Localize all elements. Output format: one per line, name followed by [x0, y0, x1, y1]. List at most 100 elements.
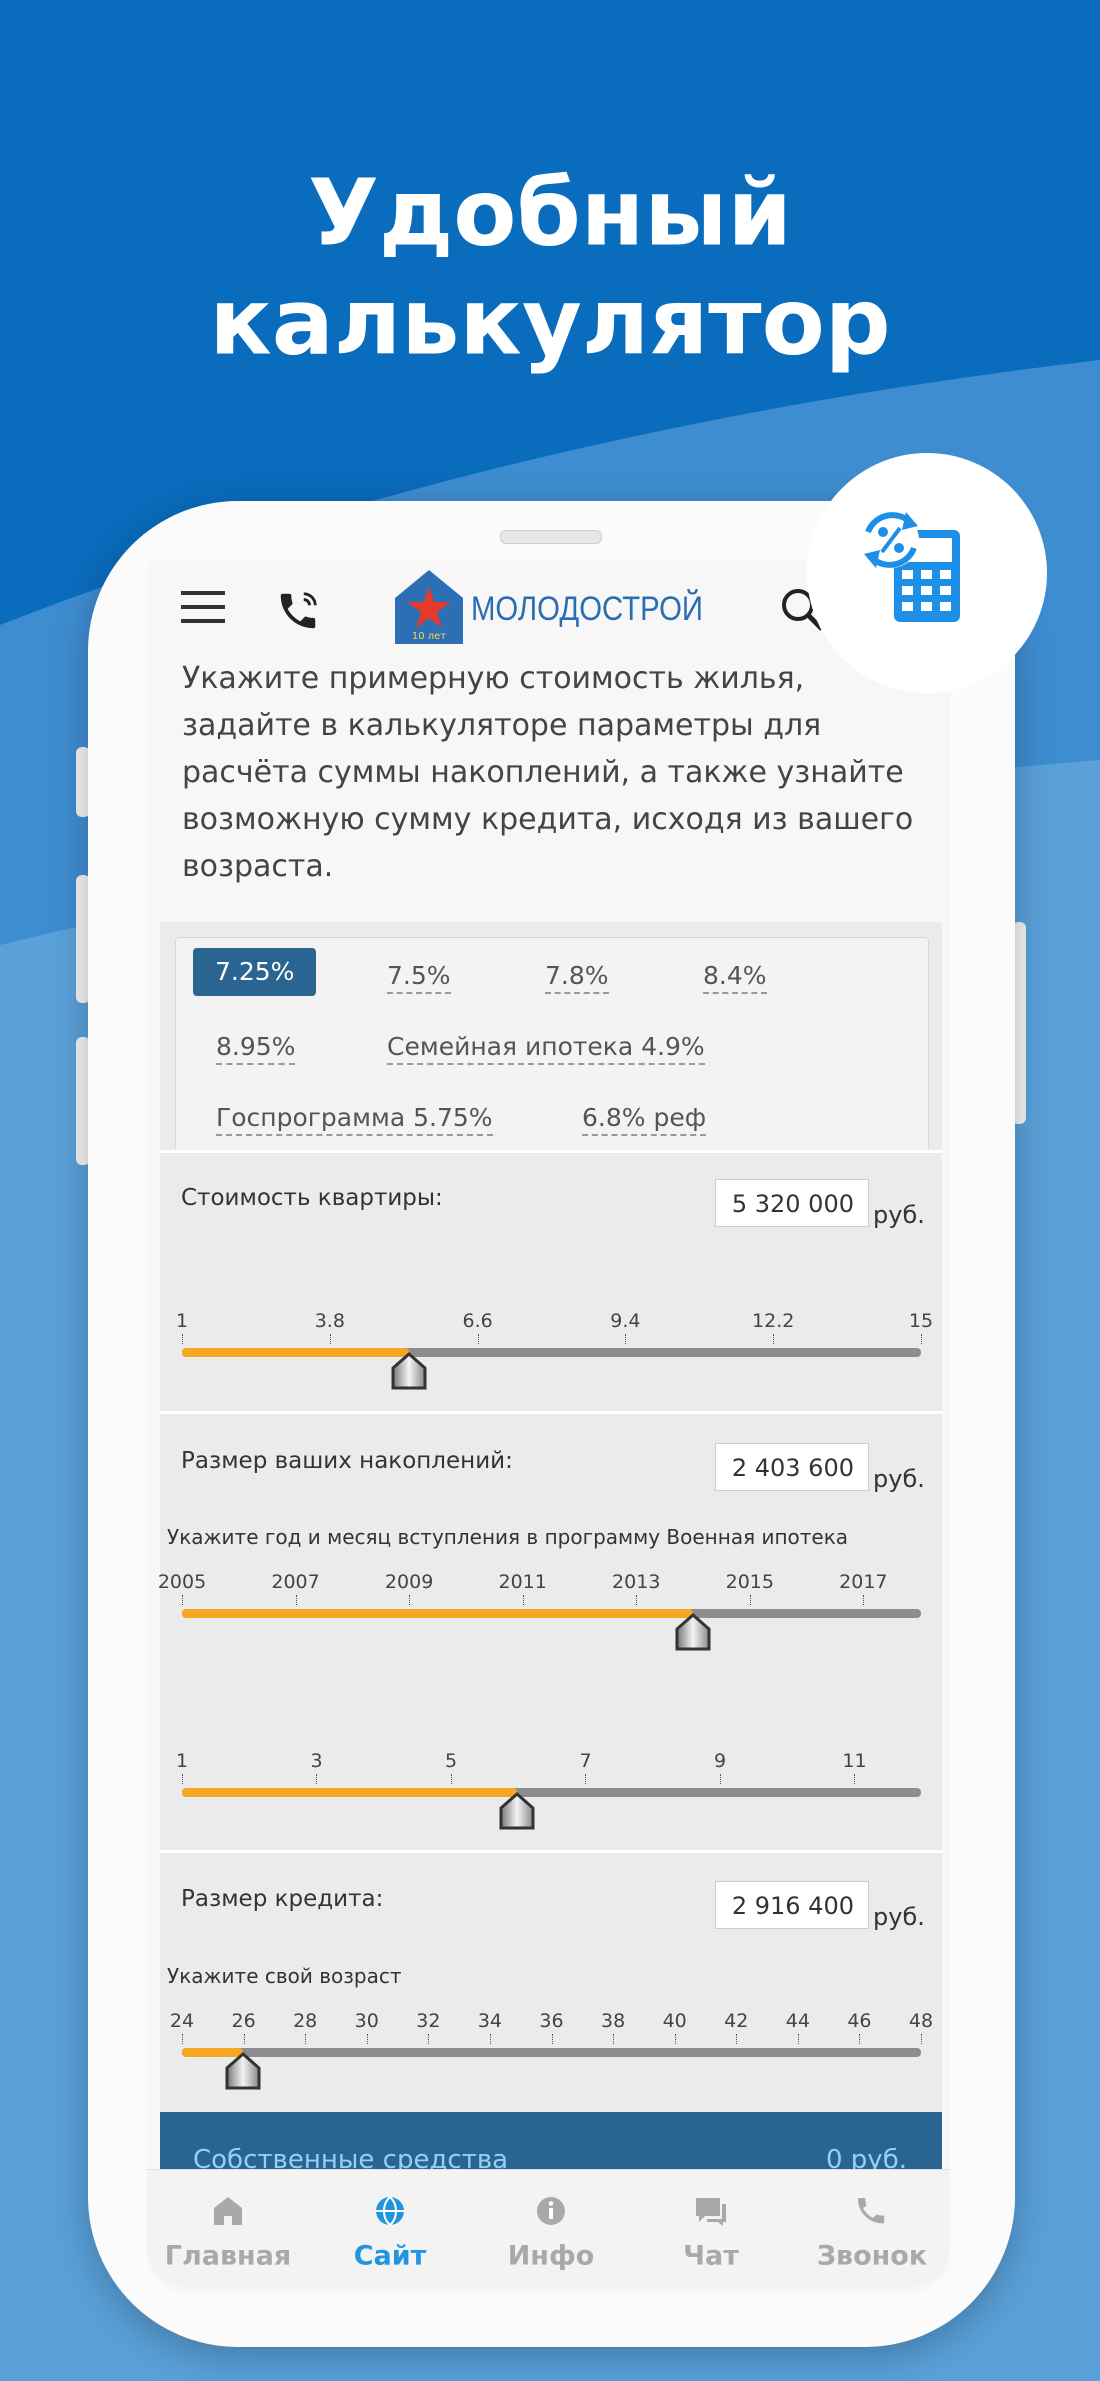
tick-label: 2011	[498, 1571, 547, 1593]
tick-label: 28	[293, 2010, 318, 2032]
tick-label: 24	[169, 2010, 195, 2032]
rate-option[interactable]: 8.4%	[703, 960, 767, 994]
rate-option[interactable]: 7.8%	[545, 960, 609, 994]
tick-label: 3.8	[314, 1310, 345, 1332]
slider-handle[interactable]	[391, 1352, 427, 1390]
tick-label: 40	[662, 2010, 687, 2032]
tick-label: 30	[354, 2010, 379, 2032]
unit-label: руб.	[873, 1201, 925, 1229]
tick-label: 15	[908, 1310, 934, 1332]
tick-label: 48	[908, 2010, 934, 2032]
divider	[160, 1850, 942, 1853]
slider-handle[interactable]	[675, 1613, 711, 1651]
tick-mark	[863, 1595, 865, 1605]
nav-icon[interactable]	[533, 2194, 569, 2230]
nav-label[interactable]: Звонок	[816, 2240, 928, 2272]
tick-mark	[749, 1595, 751, 1605]
nav-label[interactable]: Сайт	[353, 2240, 427, 2272]
title: Удобный	[308, 159, 792, 267]
tick-mark	[182, 1595, 183, 1605]
tick-mark	[316, 1774, 318, 1784]
rate-option[interactable]: Семейная ипотека 4.9%	[387, 1031, 705, 1065]
tick-label: 38	[600, 2010, 626, 2032]
slider-handle[interactable]	[225, 2052, 261, 2090]
value-input[interactable]: 2 916 400	[715, 1881, 869, 1929]
tick-mark	[859, 2034, 861, 2044]
side-button	[76, 1037, 90, 1165]
tick-label: 2005	[157, 1571, 207, 1593]
tick-mark	[921, 1334, 922, 1344]
tick-mark	[295, 1595, 297, 1605]
tick-label: 2007	[271, 1571, 320, 1593]
tick-label: 9	[713, 1750, 727, 1772]
slider-track	[182, 1348, 921, 1357]
nav-label[interactable]: Чат	[683, 2240, 739, 2272]
tick-mark	[477, 1334, 479, 1344]
tick-label: 36	[539, 2010, 564, 2032]
value-input[interactable]: 2 403 600	[715, 1443, 869, 1491]
tick-mark	[329, 1334, 331, 1344]
logo: 10 лет МОЛОДОСТРОЙ	[395, 570, 703, 644]
title: калькулятор	[209, 268, 891, 376]
intro-text: Укажите примерную стоимость жилья, задай…	[182, 661, 914, 884]
rate-option[interactable]: 8.95%	[216, 1031, 296, 1065]
tick-label: 46	[847, 2010, 872, 2032]
nav-icon[interactable]	[854, 2194, 890, 2230]
tick-mark	[428, 2034, 430, 2044]
slider-track	[182, 2048, 921, 2057]
value-input[interactable]: 5 320 000	[715, 1179, 869, 1227]
tick-mark	[489, 2034, 491, 2044]
rate-option[interactable]: Госпрограмма 5.75%	[216, 1102, 493, 1136]
slider-handle[interactable]	[499, 1792, 535, 1830]
tick-mark	[854, 1774, 856, 1784]
speaker	[500, 530, 602, 544]
tick-mark	[182, 1774, 183, 1784]
nav-icon[interactable]	[210, 2194, 246, 2230]
tick-label: 44	[785, 2010, 810, 2032]
rate-option[interactable]: 7.25%	[193, 948, 317, 996]
tick-mark	[182, 1334, 183, 1344]
tick-mark	[674, 2034, 676, 2044]
nav-icon[interactable]	[372, 2194, 408, 2230]
rate-option[interactable]: 6.8% реф	[582, 1102, 707, 1136]
side-button	[76, 747, 90, 817]
tick-label: 1	[175, 1310, 189, 1332]
nav-label[interactable]: Главная	[164, 2240, 292, 2272]
tick-mark	[921, 2034, 922, 2044]
tick-label: 2013	[612, 1571, 661, 1593]
rate-option[interactable]: 7.5%	[387, 960, 451, 994]
nav-label[interactable]: Инфо	[507, 2240, 595, 2272]
slider-fill	[182, 1609, 693, 1618]
tick-label: 9.4	[610, 1310, 641, 1332]
slider-fill	[182, 1348, 409, 1357]
nav-icon[interactable]	[693, 2194, 729, 2230]
tick-mark	[719, 1774, 721, 1784]
tick-label: 3	[310, 1750, 323, 1772]
divider	[160, 1150, 942, 1153]
menu-icon[interactable]	[175, 585, 235, 635]
tick-mark	[409, 1595, 411, 1605]
tick-label: 7	[579, 1750, 592, 1772]
divider	[160, 1411, 942, 1414]
call-icon[interactable]	[275, 588, 321, 634]
slider-fill	[182, 1788, 517, 1797]
tick-mark	[625, 1334, 627, 1344]
slider-caption: Укажите свой возраст	[167, 1964, 402, 1988]
tick-label: 2017	[839, 1571, 888, 1593]
tick-label: 26	[231, 2010, 256, 2032]
tick-mark	[366, 2034, 368, 2044]
side-button	[1012, 922, 1026, 1124]
slider-fill	[182, 2048, 243, 2057]
slider-caption: Укажите год и месяц вступления в програм…	[167, 1525, 849, 1549]
tick-mark	[773, 1334, 775, 1344]
field-label: Размер ваших накоплений:	[181, 1448, 513, 1474]
tick-mark	[797, 2034, 799, 2044]
tick-mark	[636, 1595, 638, 1605]
tick-mark	[736, 2034, 738, 2044]
tick-label: 1	[175, 1750, 189, 1772]
tick-mark	[182, 2034, 183, 2044]
tick-label: 2009	[384, 1571, 434, 1593]
tick-label: 6.6	[462, 1310, 493, 1332]
tick-label: 42	[724, 2010, 749, 2032]
